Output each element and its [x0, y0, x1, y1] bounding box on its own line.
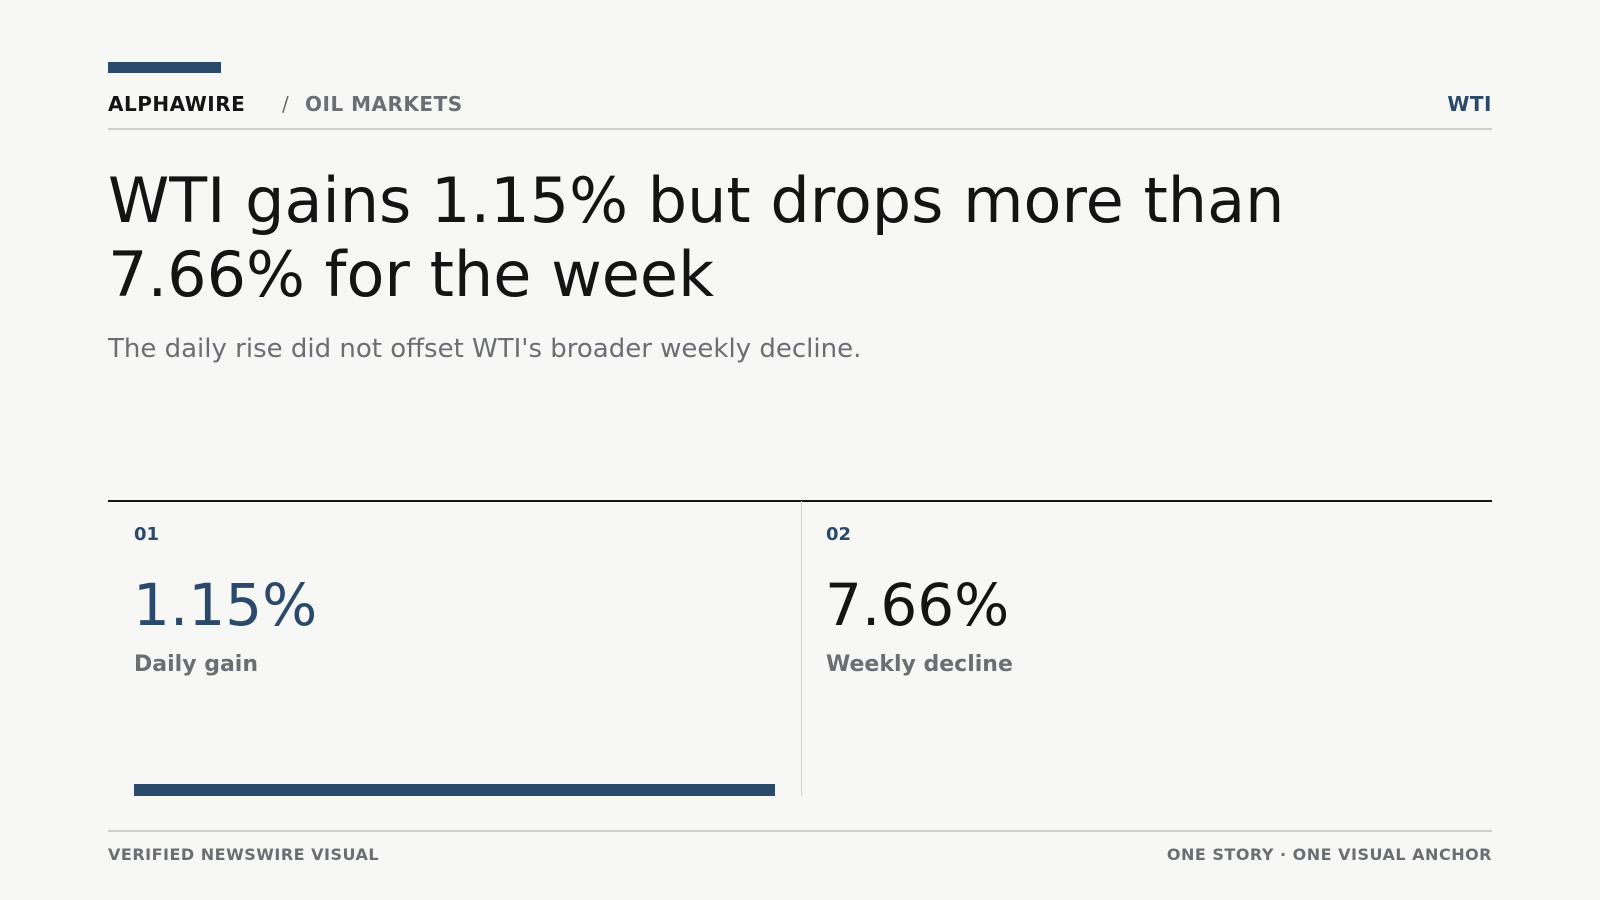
subtitle: The daily rise did not offset WTI's broa…: [108, 334, 862, 364]
stat-value: 7.66%: [825, 571, 1010, 639]
headline: WTI gains 1.15% but drops more than 7.66…: [108, 164, 1285, 311]
stat-index: 01: [134, 524, 160, 545]
stat-accent-bar: [134, 784, 775, 796]
footer-rule: [108, 830, 1492, 832]
header-rule: [108, 128, 1492, 130]
panel-divider: [801, 501, 802, 796]
accent-bar: [108, 62, 221, 73]
ticker: WTI: [1447, 92, 1492, 116]
stat-label: Daily gain: [134, 652, 258, 677]
stat-label: Weekly decline: [826, 652, 1013, 677]
section: OIL MARKETS: [305, 92, 463, 116]
footer-left: VERIFIED NEWSWIRE VISUAL: [108, 845, 380, 864]
panel-rule: [108, 500, 1492, 502]
breadcrumb-separator: /: [282, 92, 290, 116]
stat-value: 1.15%: [133, 571, 318, 639]
stat-index: 02: [826, 524, 852, 545]
brand: ALPHAWIRE: [108, 92, 246, 116]
footer-right: ONE STORY · ONE VISUAL ANCHOR: [1166, 845, 1492, 864]
